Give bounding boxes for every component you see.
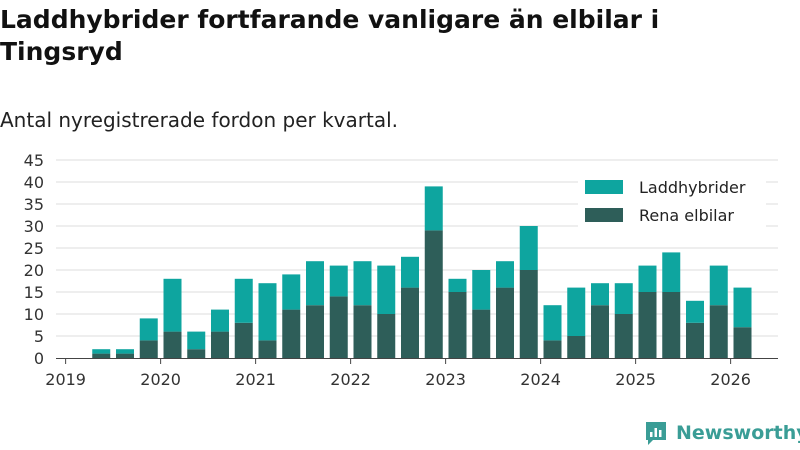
y-tick-label: 5 <box>34 327 44 346</box>
bar-laddhybrider <box>163 278 182 332</box>
legend-swatch-rena-elbilar <box>585 208 623 222</box>
bar-laddhybrider <box>448 278 467 292</box>
bar-laddhybrider <box>377 265 396 314</box>
x-tick-label: 2024 <box>520 370 561 389</box>
bar-rena-elbilar <box>709 305 728 358</box>
y-tick-label: 25 <box>24 239 44 258</box>
bar-laddhybrider <box>92 349 111 354</box>
bar-rena-elbilar <box>638 292 657 358</box>
bar-rena-elbilar <box>211 331 229 358</box>
bar-rena-elbilar <box>163 331 182 358</box>
bar-rena-elbilar <box>306 305 324 358</box>
bar-laddhybrider <box>424 186 443 231</box>
legend-swatch-laddhybrider <box>585 180 623 194</box>
bar-rena-elbilar <box>187 349 206 358</box>
bar-laddhybrider <box>401 256 419 288</box>
legend: Laddhybrider Rena elbilar <box>578 170 766 228</box>
newsworthy-logo-text: Newsworthy <box>676 422 800 444</box>
newsworthy-logo-icon <box>646 422 666 445</box>
bar-laddhybrider <box>709 265 728 306</box>
newsworthy-logo: Newsworthy <box>644 420 800 446</box>
bar-rena-elbilar <box>116 353 134 358</box>
bar-rena-elbilar <box>234 322 253 358</box>
y-tick-label: 10 <box>24 305 44 324</box>
bar-laddhybrider <box>733 287 752 328</box>
bar-laddhybrider <box>591 283 609 306</box>
bar-rena-elbilar <box>614 314 633 358</box>
x-tick-label: 2026 <box>710 370 751 389</box>
bar-rena-elbilar <box>139 340 158 358</box>
chart-title: Laddhybrider fortfarande vanligare än el… <box>0 5 660 66</box>
bar-rena-elbilar <box>424 230 443 358</box>
bar-rena-elbilar <box>448 292 467 358</box>
bar-laddhybrider <box>329 265 348 297</box>
bar-rena-elbilar <box>543 340 562 358</box>
x-tick-label: 2025 <box>615 370 656 389</box>
x-tick-label: 2023 <box>425 370 466 389</box>
bar-rena-elbilar <box>329 296 348 358</box>
x-tick-label: 2019 <box>45 370 86 389</box>
bar-layer <box>92 186 752 358</box>
bar-laddhybrider <box>686 300 704 323</box>
bar-laddhybrider <box>282 274 301 310</box>
bar-rena-elbilar <box>662 292 681 358</box>
bar-rena-elbilar <box>496 287 514 358</box>
x-tick-label: 2022 <box>330 370 371 389</box>
legend-label-rena-elbilar: Rena elbilar <box>639 206 734 225</box>
bar-rena-elbilar <box>733 327 752 358</box>
bar-laddhybrider <box>496 261 514 288</box>
bar-laddhybrider <box>187 331 206 350</box>
bar-laddhybrider <box>353 261 372 306</box>
bar-laddhybrider <box>211 309 229 332</box>
y-tick-label: 40 <box>24 173 44 192</box>
y-tick-label: 20 <box>24 261 44 280</box>
bar-laddhybrider <box>116 349 134 354</box>
y-tick-label: 45 <box>24 151 44 170</box>
bar-rena-elbilar <box>472 309 491 358</box>
bar-rena-elbilar <box>591 305 609 358</box>
bar-rena-elbilar <box>92 353 111 358</box>
bar-laddhybrider <box>567 287 586 336</box>
bar-laddhybrider <box>662 252 681 292</box>
bar-laddhybrider <box>472 270 491 310</box>
bar-rena-elbilar <box>401 287 419 358</box>
bar-rena-elbilar <box>519 270 538 358</box>
bar-laddhybrider <box>139 318 158 341</box>
bar-rena-elbilar <box>377 314 396 358</box>
y-tick-label: 0 <box>34 349 44 368</box>
y-tick-label: 30 <box>24 217 44 236</box>
bar-laddhybrider <box>638 265 657 292</box>
bar-laddhybrider <box>258 283 277 341</box>
chart-subtitle: Antal nyregistrerade fordon per kvartal. <box>0 108 399 132</box>
y-tick-label: 15 <box>24 283 44 302</box>
legend-label-laddhybrider: Laddhybrider <box>639 178 746 197</box>
bar-rena-elbilar <box>282 309 301 358</box>
bar-laddhybrider <box>519 226 538 270</box>
x-tick-label: 2020 <box>140 370 181 389</box>
bar-laddhybrider <box>234 278 253 323</box>
bar-laddhybrider <box>614 283 633 314</box>
bar-laddhybrider <box>306 261 324 306</box>
bar-rena-elbilar <box>567 336 586 358</box>
bar-rena-elbilar <box>353 305 372 358</box>
y-tick-label: 35 <box>24 195 44 214</box>
bar-laddhybrider <box>543 305 562 341</box>
bar-rena-elbilar <box>258 340 277 358</box>
x-tick-label: 2021 <box>235 370 276 389</box>
bar-rena-elbilar <box>686 322 704 358</box>
